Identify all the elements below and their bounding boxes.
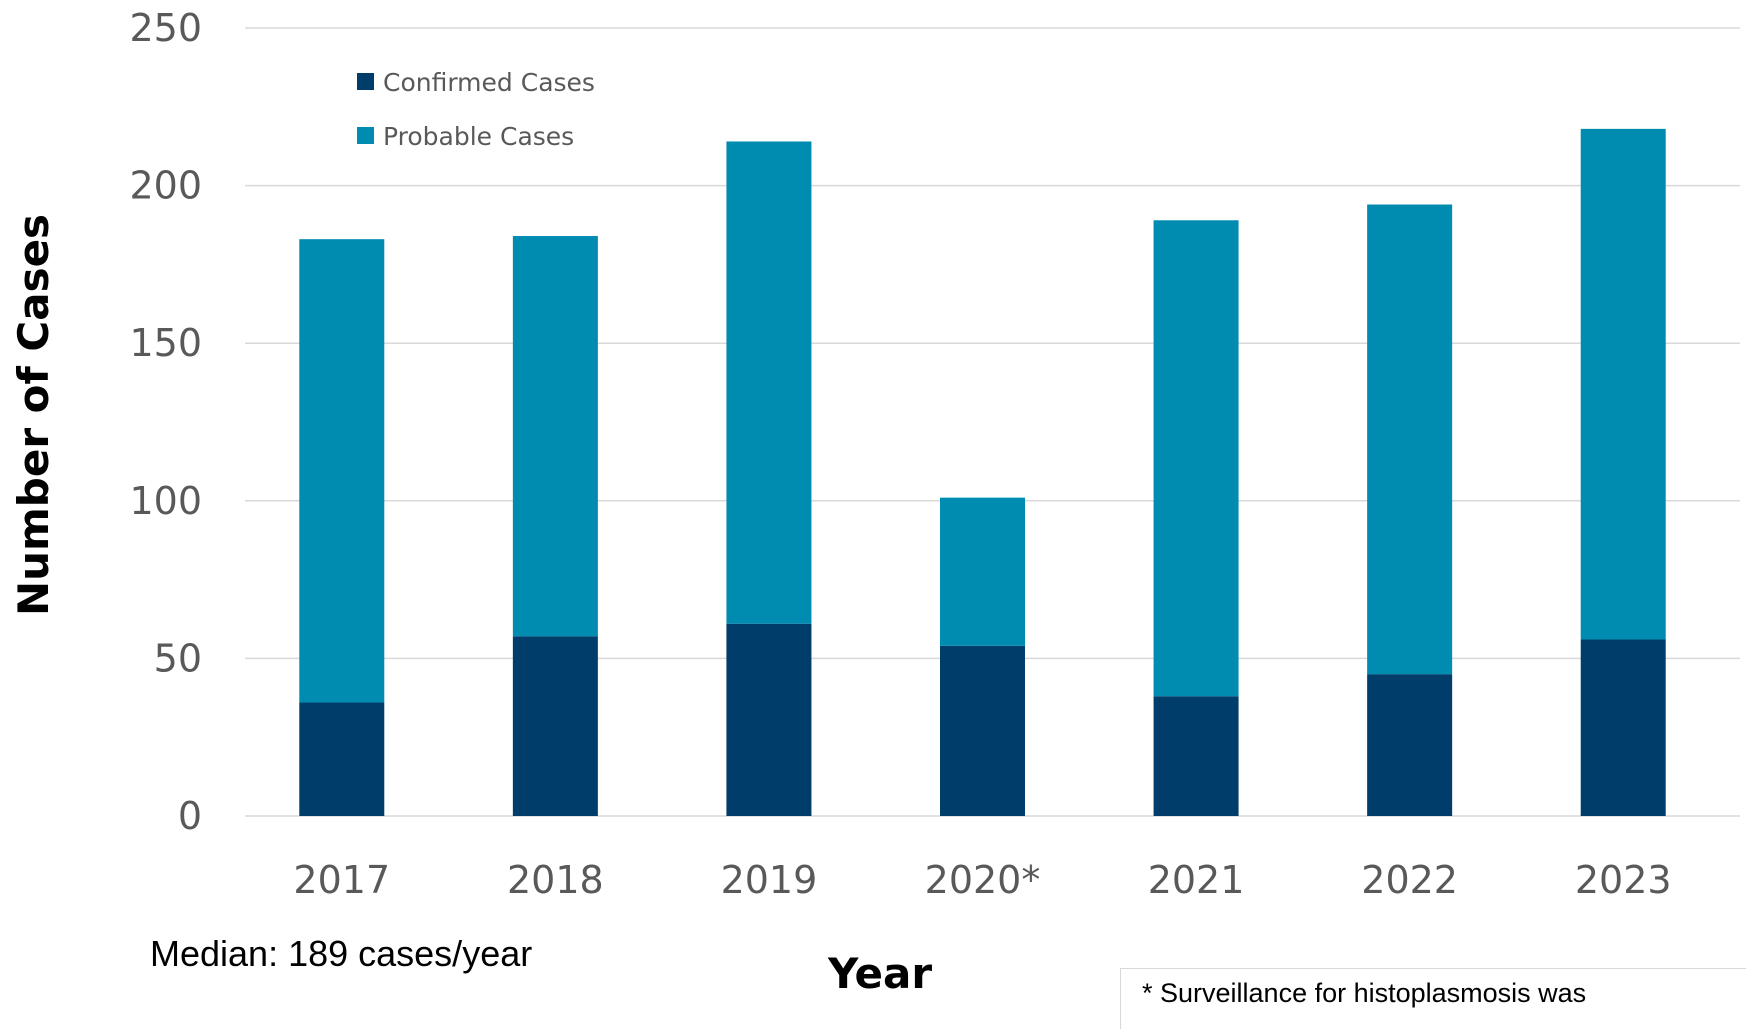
bar-probable-2021	[1153, 220, 1239, 697]
y-tick-label: 250	[129, 6, 202, 50]
x-tick-label: 2023	[1575, 858, 1672, 902]
legend-label-confirmed: Confirmed Cases	[383, 68, 595, 97]
bar-probable-2017	[299, 239, 385, 703]
chart: 0 50 100 150 200 250 2017 2018 2019 2020* 2021 202…	[9, 6, 1746, 1029]
median-annotation: Median: 189 cases/year	[150, 933, 532, 974]
footnote-annotation: * Surveillance for histoplasmosis was	[1142, 978, 1587, 1008]
x-axis-ticks: 2017 2018 2019 2020* 2021 2022 2023	[293, 858, 1671, 902]
bar-probable-2018	[512, 236, 598, 637]
y-tick-label: 100	[129, 479, 202, 523]
y-tick-label: 50	[154, 636, 202, 680]
y-axis-title: Number of Cases	[9, 214, 58, 616]
bar-probable-2023	[1580, 128, 1666, 640]
x-tick-label: 2018	[507, 858, 604, 902]
bar-confirmed-2018	[512, 636, 598, 816]
x-tick-label: 2017	[293, 858, 390, 902]
x-tick-label: 2021	[1148, 858, 1245, 902]
legend-label-probable: Probable Cases	[383, 122, 574, 151]
bar-confirmed-2021	[1153, 696, 1239, 816]
bar-probable-2022	[1367, 204, 1453, 675]
y-axis-ticks: 0 50 100 150 200 250	[129, 6, 202, 838]
y-tick-label: 200	[129, 164, 202, 208]
x-tick-label: 2020*	[925, 858, 1041, 902]
legend-swatch-probable	[357, 127, 374, 144]
bar-confirmed-2020	[940, 645, 1025, 816]
legend-swatch-confirmed	[357, 73, 374, 90]
bars	[299, 128, 1666, 816]
bar-probable-2020	[940, 497, 1025, 646]
bar-confirmed-2017	[299, 702, 385, 816]
y-tick-label: 0	[178, 794, 202, 838]
legend: Confirmed Cases Probable Cases	[357, 68, 595, 151]
x-axis-title: Year	[827, 949, 932, 995]
x-tick-label: 2022	[1361, 858, 1458, 902]
y-tick-label: 150	[129, 321, 202, 365]
bar-confirmed-2022	[1367, 674, 1453, 816]
bar-probable-2019	[726, 141, 812, 624]
bar-confirmed-2019	[726, 623, 812, 816]
x-tick-label: 2019	[721, 858, 818, 902]
bar-confirmed-2023	[1580, 639, 1666, 816]
chart-canvas: 0 50 100 150 200 250 2017 2018 2019 2020* 2021 202…	[9, 6, 1740, 995]
